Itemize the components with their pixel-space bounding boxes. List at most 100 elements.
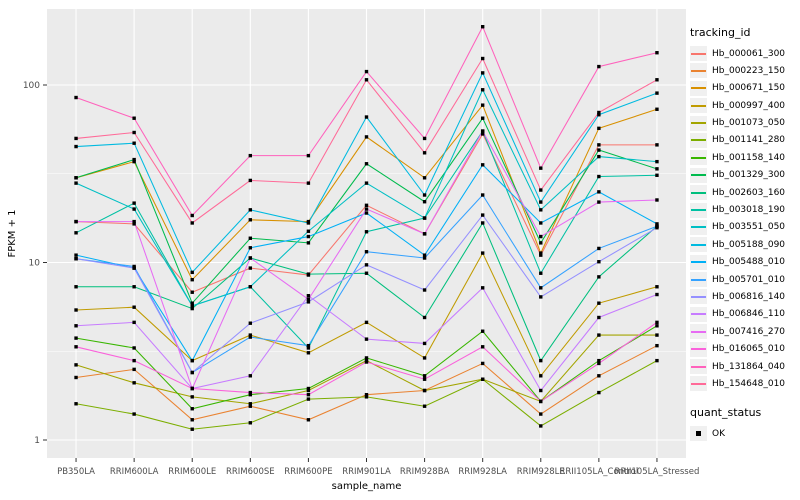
data-point	[422, 253, 427, 257]
legend-item-Hb_001329_300: Hb_001329_300	[690, 167, 798, 183]
legend-item-label: OK	[712, 428, 725, 439]
data-point	[74, 308, 78, 312]
data-point	[248, 335, 253, 339]
legend-item-label: Hb_016065_010	[712, 344, 786, 355]
data-point	[597, 358, 601, 363]
data-point	[248, 236, 253, 240]
data-point	[74, 136, 78, 141]
data-point	[364, 263, 369, 267]
data-point	[248, 404, 253, 408]
legend-item-label: Hb_006816_140	[712, 291, 786, 302]
data-point	[132, 130, 136, 135]
data-point	[190, 270, 194, 275]
data-point	[306, 386, 311, 391]
data-point	[364, 271, 369, 275]
line-swatch-icon	[690, 150, 707, 166]
legend-item-label: Hb_154648_010	[712, 378, 786, 389]
data-point	[539, 424, 543, 428]
legend-item-label: Hb_001329_300	[712, 170, 786, 181]
data-point	[248, 333, 253, 337]
legend-tracking-id: tracking_id Hb_000061_300 Hb_000223_150 Hb…	[690, 26, 798, 444]
data-point	[306, 343, 311, 348]
legend-item-Hb_001158_140: Hb_001158_140	[690, 150, 798, 166]
data-point	[306, 300, 311, 304]
data-point	[655, 358, 659, 363]
data-point	[132, 201, 136, 205]
data-point	[539, 234, 543, 239]
data-point	[655, 143, 659, 147]
legend-item-Hb_001073_050: Hb_001073_050	[690, 115, 798, 131]
legend-title-tracking-id: tracking_id	[690, 26, 751, 39]
legend-item-label: Hb_003551_050	[712, 222, 786, 233]
data-point	[655, 159, 659, 164]
legend-item-Hb_000061_300: Hb_000061_300	[690, 46, 798, 61]
data-point	[74, 95, 78, 100]
line-swatch-icon	[690, 272, 707, 288]
line-swatch-icon	[690, 254, 707, 270]
data-point	[655, 91, 659, 95]
legend-item-label: Hb_005701_010	[712, 274, 786, 285]
x-tick-label: RRII105LA_Stressed	[615, 467, 700, 477]
data-point	[422, 288, 427, 292]
data-point	[597, 126, 601, 131]
data-point	[190, 304, 194, 308]
data-point	[306, 221, 311, 225]
data-point	[364, 78, 369, 82]
line-swatch-icon	[690, 46, 707, 61]
data-point	[132, 157, 136, 162]
data-point	[422, 176, 427, 180]
data-point	[364, 211, 369, 215]
data-point	[539, 412, 543, 416]
data-point	[190, 278, 194, 282]
data-point	[480, 88, 485, 92]
data-point	[539, 286, 543, 290]
data-point	[422, 256, 427, 260]
data-point	[480, 193, 485, 197]
data-point	[539, 388, 543, 393]
data-point	[306, 229, 311, 233]
data-point	[364, 392, 369, 397]
data-point	[422, 341, 427, 346]
data-point	[480, 132, 485, 136]
data-point	[539, 271, 543, 275]
legend-items-tracking-id: Hb_000061_300 Hb_000223_150 Hb_000671_150 H…	[690, 46, 798, 392]
data-point	[655, 78, 659, 82]
data-point	[597, 154, 601, 159]
data-point	[480, 213, 485, 217]
data-point	[190, 418, 194, 422]
data-point	[306, 241, 311, 245]
data-point	[539, 295, 543, 299]
data-point	[480, 129, 485, 133]
data-point	[248, 321, 253, 325]
data-point	[480, 361, 485, 366]
data-point	[597, 260, 601, 264]
data-point	[132, 141, 136, 145]
data-point	[655, 222, 659, 226]
data-point	[539, 399, 543, 404]
x-tick-label: RRIM928BA	[400, 467, 450, 477]
data-point	[306, 418, 311, 422]
line-swatch-icon	[690, 341, 707, 357]
data-point	[74, 219, 78, 224]
data-point	[74, 375, 78, 380]
data-point	[597, 333, 601, 337]
line-swatch-icon	[690, 132, 707, 148]
legend-item-label: Hb_005188_090	[712, 239, 786, 250]
line-swatch-icon	[690, 289, 707, 305]
line-swatch-icon	[690, 167, 707, 183]
data-point	[364, 230, 369, 234]
data-point	[248, 246, 253, 250]
legend-item-Hb_005701_010: Hb_005701_010	[690, 272, 798, 288]
data-point	[132, 116, 136, 120]
data-point	[422, 232, 427, 236]
data-point	[597, 143, 601, 147]
data-point	[248, 218, 253, 222]
data-point	[74, 176, 78, 180]
x-tick-label: RRIM901LA	[342, 467, 391, 477]
data-point	[539, 241, 543, 245]
data-point	[597, 246, 601, 251]
data-point	[306, 181, 311, 185]
x-tick-label: RRIM600SE	[226, 467, 275, 477]
legend-item-Hb_005188_090: Hb_005188_090	[690, 237, 798, 253]
